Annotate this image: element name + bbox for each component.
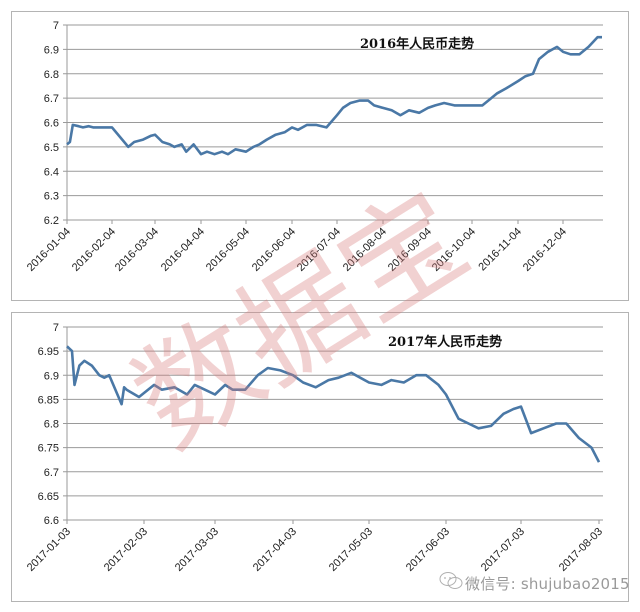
- y-axis-2016: 7 6.9 6.8 6.7 6.6 6.5 6.4 6.3 6.2: [44, 20, 59, 227]
- wechat-icon: [439, 572, 463, 589]
- chart-frame-2016: [11, 11, 629, 301]
- series-line-2016: [66, 35, 602, 156]
- x-tick-label: 2017-04-03: [251, 526, 299, 574]
- x-tick-label: 2016-03-04: [113, 226, 161, 274]
- x-tick-label: 2016-05-04: [204, 226, 252, 274]
- x-axis-2017: 2017-01-03 2017-02-03 2017-03-03 2017-04-03…: [25, 520, 605, 574]
- series-line-2017: [66, 345, 601, 463]
- chart-frame-2017: [11, 312, 629, 602]
- x-tick-label: 2016-12-04: [521, 226, 569, 274]
- wechat-credit: 微信号: shujubao2015: [465, 575, 630, 593]
- y-tick-label: 6.4: [44, 166, 59, 178]
- y-tick-label: 6.6: [44, 515, 59, 527]
- y-tick-label: 7: [53, 20, 59, 32]
- x-tick-label: 2017-06-03: [404, 526, 452, 574]
- x-tick-label: 2017-01-03: [25, 526, 73, 574]
- x-tick-label: 2017-08-03: [557, 526, 605, 574]
- x-tick-label: 2016-04-04: [159, 226, 207, 274]
- y-tick-label: 6.3: [44, 191, 59, 203]
- x-tick-label: 2017-05-03: [327, 526, 375, 574]
- y-tick-label: 6.6: [44, 118, 59, 130]
- y-tick-label: 6.8: [44, 69, 59, 81]
- y-tick-label: 6.2: [44, 215, 59, 227]
- watermark: 数据宝: [112, 166, 491, 475]
- y-tick-label: 6.7: [44, 93, 59, 105]
- x-tick-label: 2016-11-04: [476, 226, 524, 274]
- grid-lines-2016: [63, 24, 603, 224]
- x-tick-label: 2017-03-03: [173, 526, 221, 574]
- y-tick-label: 7: [53, 322, 59, 334]
- chart-title-2016: 2016年人民币走势: [360, 36, 474, 52]
- y-tick-label: 6.75: [38, 443, 59, 455]
- chart-title-2017: 2017年人民币走势: [388, 334, 502, 350]
- x-tick-label: 2016-01-04: [25, 226, 73, 274]
- y-tick-label: 6.65: [38, 491, 59, 503]
- y-axis-2017: 7 6.95 6.9 6.85 6.8 6.75 6.7 6.65 6.6: [38, 322, 59, 527]
- y-tick-label: 6.8: [44, 419, 59, 431]
- x-tick-label: 2016-02-04: [70, 226, 118, 274]
- y-tick-label: 6.5: [44, 142, 59, 154]
- y-tick-label: 6.9: [44, 370, 59, 382]
- grid-lines-2017: [63, 326, 603, 524]
- y-tick-label: 6.95: [38, 346, 59, 358]
- y-tick-label: 6.9: [44, 44, 59, 56]
- y-tick-label: 6.85: [38, 394, 59, 406]
- y-tick-label: 6.7: [44, 467, 59, 479]
- x-tick-label: 2017-07-03: [479, 526, 527, 574]
- x-tick-label: 2017-02-03: [102, 526, 150, 574]
